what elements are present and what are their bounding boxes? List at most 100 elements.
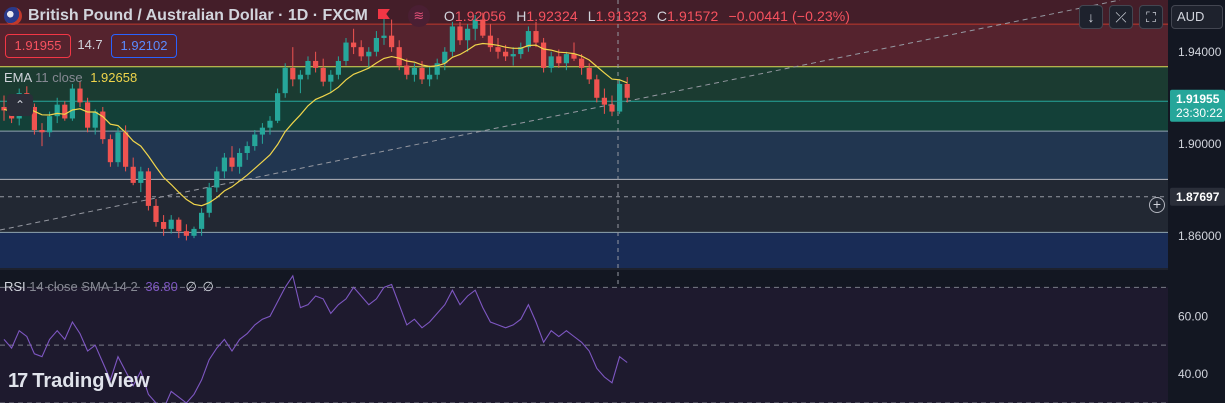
- candle-body: [579, 58, 585, 68]
- candle-body: [1, 106, 7, 111]
- candle-body: [335, 60, 341, 75]
- zone-band: [0, 66, 1168, 102]
- market-flag-icon[interactable]: [378, 9, 390, 23]
- candle: [335, 56, 341, 80]
- countdown-label: 23:30:22: [1176, 106, 1223, 120]
- candle: [518, 42, 524, 59]
- candle-body: [449, 26, 455, 52]
- candle-body: [624, 83, 630, 98]
- candle: [442, 47, 448, 71]
- candle-body: [601, 97, 607, 105]
- candle: [168, 215, 174, 234]
- candle-body: [457, 26, 463, 41]
- candle: [427, 65, 433, 87]
- candle: [77, 81, 83, 107]
- sell-price-button[interactable]: 1.91955: [5, 34, 71, 58]
- price-tick-label: 1.86000: [1178, 229, 1222, 243]
- candle: [465, 24, 471, 52]
- candle: [259, 123, 265, 144]
- candle: [411, 63, 417, 82]
- buy-price-button[interactable]: 1.92102: [111, 34, 177, 58]
- ema-legend[interactable]: EMA 11 close 1.92658: [4, 70, 138, 85]
- candle-body: [31, 106, 37, 130]
- collapse-panes-icon[interactable]: ⤫: [1109, 5, 1133, 29]
- candle: [183, 224, 189, 241]
- candle-body: [503, 51, 509, 57]
- candle-body: [305, 60, 311, 75]
- candle: [563, 51, 569, 71]
- candle-body: [525, 31, 531, 48]
- chart-header: British Pound / Australian Dollar · 1D ·…: [0, 0, 856, 32]
- candle: [624, 77, 630, 103]
- rsi-legend[interactable]: RSI 14 close SMA 14 2 36.80 ∅ ∅: [4, 279, 214, 294]
- candle-body: [389, 35, 395, 48]
- candle-body: [39, 129, 45, 133]
- wave-icon[interactable]: ≋: [407, 5, 430, 27]
- candle: [579, 54, 585, 75]
- candle: [358, 40, 364, 61]
- candle-body: [548, 56, 554, 68]
- price-tick-label: 1.90000: [1178, 137, 1222, 151]
- candle: [214, 166, 220, 193]
- candle: [100, 106, 106, 144]
- candlestick-series: [1, 12, 630, 241]
- candle-body: [480, 19, 486, 36]
- candle: [244, 141, 250, 160]
- candle: [487, 24, 493, 52]
- candle-body: [115, 132, 121, 163]
- candle-body: [252, 134, 258, 147]
- candle: [275, 88, 281, 124]
- candle-body: [229, 157, 235, 167]
- candle: [138, 166, 144, 193]
- candle-body: [617, 83, 623, 112]
- candle-body: [54, 104, 60, 117]
- candle: [609, 95, 615, 117]
- candle: [31, 103, 37, 135]
- candle-body: [206, 187, 212, 213]
- candle: [396, 40, 402, 71]
- candle-body: [85, 102, 91, 128]
- add-alert-icon[interactable]: +: [1149, 197, 1165, 213]
- current-price-label: 1.91955: [1176, 92, 1220, 106]
- rsi-levels: [0, 286, 1168, 403]
- candle-body: [533, 31, 539, 43]
- candle-body: [282, 67, 288, 94]
- candle-body: [107, 139, 113, 163]
- candle-body: [366, 51, 372, 57]
- candle-body: [541, 42, 547, 68]
- price-zones: [0, 0, 1168, 268]
- arrow-down-icon[interactable]: ↓: [1079, 5, 1103, 29]
- candle: [373, 31, 379, 57]
- candle: [366, 47, 372, 68]
- currency-select[interactable]: AUD: [1171, 5, 1223, 29]
- candle-body: [199, 212, 205, 229]
- candle-body: [176, 219, 182, 232]
- candle: [130, 157, 136, 186]
- candle: [282, 63, 288, 98]
- rsi-line: [3, 274, 628, 403]
- candle: [252, 129, 258, 151]
- symbol-title[interactable]: British Pound / Australian Dollar · 1D ·…: [28, 7, 368, 24]
- candle: [343, 37, 349, 66]
- trend-line: [0, 0, 1121, 231]
- candle: [434, 58, 440, 80]
- collapse-legend-button[interactable]: ⌃: [7, 94, 33, 116]
- candle-body: [465, 28, 471, 41]
- candle-body: [381, 35, 387, 38]
- candle-body: [153, 205, 159, 222]
- candle-body: [62, 104, 68, 119]
- candle-body: [244, 146, 250, 153]
- price-tick-label: 1.94000: [1178, 45, 1222, 59]
- candle-body: [259, 127, 265, 135]
- candle-body: [411, 67, 417, 75]
- fullscreen-icon[interactable]: ⛶: [1139, 5, 1163, 29]
- zone-band: [0, 179, 1168, 233]
- candle: [199, 208, 205, 236]
- candle: [510, 47, 516, 66]
- rsi-tick-label: 40.00: [1178, 367, 1208, 381]
- candle: [62, 101, 68, 121]
- candle: [594, 74, 600, 103]
- candle: [480, 12, 486, 38]
- candle: [161, 215, 167, 236]
